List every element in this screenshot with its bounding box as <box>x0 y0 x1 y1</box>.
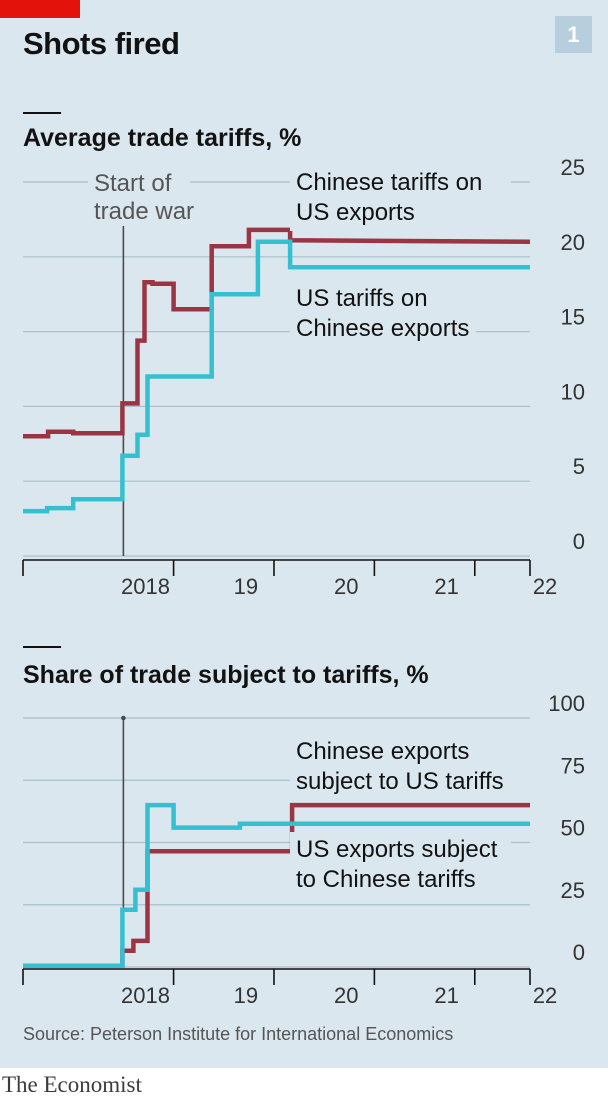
economist-logo: The Economist <box>2 1072 142 1097</box>
annotation-line-1: Start of <box>94 170 172 197</box>
c1-y-tick-label: 0 <box>573 529 585 554</box>
c1-x-tick-label: 21 <box>434 574 458 599</box>
c2-x-tick-label: 19 <box>234 983 258 1008</box>
c1-x-tick-label: 19 <box>234 574 258 599</box>
c2-y-tick-label: 25 <box>561 878 585 903</box>
c1-series-label-0-line-0: Chinese tariffs on <box>296 169 482 196</box>
c1-x-tick-label: 20 <box>334 574 358 599</box>
c2-series-label-1-line-0: US exports subject <box>296 836 498 863</box>
chart2-title: Share of trade subject to tariffs, % <box>23 661 429 689</box>
c1-label-bg-0 <box>290 165 511 231</box>
c1-x-tick-label: 2018 <box>121 574 170 599</box>
annotation-background <box>88 166 190 226</box>
c1-series-label-1-line-0: US tariffs on <box>296 285 428 312</box>
c1-x-tick-label: 22 <box>533 574 557 599</box>
c1-series-label-1-line-1: Chinese exports <box>296 315 469 342</box>
c2-label-bg-1 <box>290 832 511 898</box>
c2-y-tick-label: 75 <box>561 753 585 778</box>
c1-series-label-0-line-1: US exports <box>296 199 415 226</box>
page-title: Shots fired <box>23 26 180 61</box>
chart2-gridlines: 0 25 50 75 100 <box>23 691 585 968</box>
c2-x-tick-label: 20 <box>334 983 358 1008</box>
c1-series-chinese <box>23 227 531 439</box>
chart1-series <box>23 227 531 514</box>
source-note: Source: Peterson Institute for Internati… <box>23 1024 454 1044</box>
c2-x-tick-label: 2018 <box>121 983 170 1008</box>
c2-label-bg-0 <box>290 734 546 800</box>
c1-label-bg-1 <box>290 281 476 347</box>
chart1-title: Average trade tariffs, % <box>23 124 301 152</box>
chart2-labels: Chinese exports subject to US tariffs US e… <box>290 734 546 898</box>
c2-y-tick-label: 0 <box>573 940 585 965</box>
c2-series-label-1-line-1: to Chinese tariffs <box>296 866 476 893</box>
c1-y-tick-label: 25 <box>561 155 585 180</box>
c2-x-tick-label: 21 <box>434 983 458 1008</box>
c1-series-us <box>23 239 530 514</box>
c2-y-tick-label: 100 <box>548 691 585 716</box>
c2-series-label-0-line-1: subject to US tariffs <box>296 768 504 795</box>
chart1-x-axis: 2018 19 20 21 22 <box>22 559 557 599</box>
c2-x-tick-label: 22 <box>533 983 557 1008</box>
c2-trade-war-dot <box>121 715 126 721</box>
chart2-x-axis: 2018 19 20 21 22 <box>22 968 557 1008</box>
charts-canvas: Average trade tariffs, % 0 5 10 15 20 25 Star… <box>22 112 585 1008</box>
chart1-labels: Chinese tariffs on US exports US tariffs o… <box>290 165 511 347</box>
c2-y-tick-label: 50 <box>561 816 585 841</box>
c1-y-tick-label: 10 <box>561 379 585 404</box>
chart1-gridlines: 0 5 10 15 20 25 <box>23 155 585 557</box>
c2-series-label-0-line-0: Chinese exports <box>296 738 469 765</box>
chart-number-badge: 1 <box>555 16 592 53</box>
c1-y-tick-label: 15 <box>561 305 585 330</box>
c1-y-tick-label: 5 <box>573 454 585 479</box>
chart2-series <box>23 802 530 969</box>
c2-series-us <box>23 802 530 969</box>
red-tag <box>0 0 80 18</box>
annotation-line-2: trade war <box>94 198 194 225</box>
c1-y-tick-label: 20 <box>561 230 585 255</box>
